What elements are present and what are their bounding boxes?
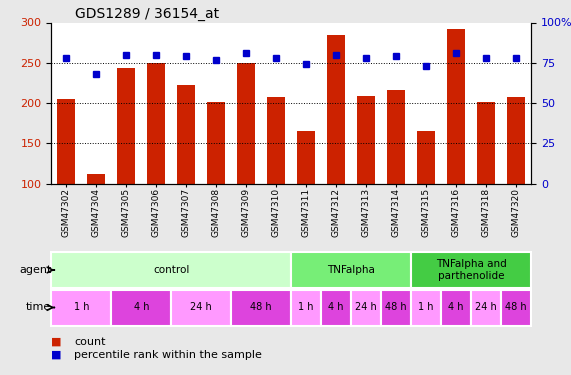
Bar: [267, 98, 286, 184]
Text: count: count: [74, 337, 106, 347]
Text: 4 h: 4 h: [134, 303, 149, 312]
Text: time: time: [26, 303, 51, 312]
Text: GDS1289 / 36154_at: GDS1289 / 36154_at: [75, 8, 219, 21]
Bar: [51, 252, 291, 288]
Bar: [171, 290, 231, 326]
Bar: [207, 102, 225, 184]
Bar: [417, 131, 435, 184]
Text: 48 h: 48 h: [251, 303, 272, 312]
Text: 24 h: 24 h: [190, 303, 212, 312]
Bar: [411, 252, 531, 288]
Bar: [238, 63, 255, 184]
Text: 24 h: 24 h: [355, 303, 377, 312]
Text: 1 h: 1 h: [299, 303, 314, 312]
Bar: [357, 96, 375, 184]
Bar: [351, 290, 381, 326]
Bar: [111, 290, 171, 326]
Bar: [231, 290, 291, 326]
Text: percentile rank within the sample: percentile rank within the sample: [74, 350, 262, 360]
Bar: [87, 174, 106, 184]
Bar: [321, 290, 351, 326]
Bar: [177, 86, 195, 184]
Bar: [411, 290, 441, 326]
Text: agent: agent: [19, 265, 51, 275]
Text: control: control: [153, 265, 190, 275]
Bar: [118, 69, 135, 184]
Bar: [477, 102, 495, 184]
Text: ■: ■: [51, 337, 62, 347]
Text: 1 h: 1 h: [74, 303, 89, 312]
Bar: [147, 63, 166, 184]
Bar: [297, 131, 315, 184]
Bar: [441, 290, 471, 326]
Text: 4 h: 4 h: [328, 303, 344, 312]
Text: ■: ■: [51, 350, 62, 360]
Bar: [327, 35, 345, 184]
Text: TNFalpha and
parthenolide: TNFalpha and parthenolide: [436, 259, 506, 281]
Bar: [381, 290, 411, 326]
Text: 24 h: 24 h: [475, 303, 497, 312]
Text: 4 h: 4 h: [448, 303, 464, 312]
Bar: [507, 98, 525, 184]
Bar: [471, 290, 501, 326]
Bar: [387, 90, 405, 184]
Text: 48 h: 48 h: [505, 303, 527, 312]
Text: 48 h: 48 h: [385, 303, 407, 312]
Bar: [447, 29, 465, 184]
Bar: [291, 252, 411, 288]
Bar: [291, 290, 321, 326]
Bar: [51, 290, 111, 326]
Bar: [501, 290, 531, 326]
Text: 1 h: 1 h: [419, 303, 434, 312]
Text: TNFalpha: TNFalpha: [327, 265, 375, 275]
Bar: [57, 99, 75, 184]
